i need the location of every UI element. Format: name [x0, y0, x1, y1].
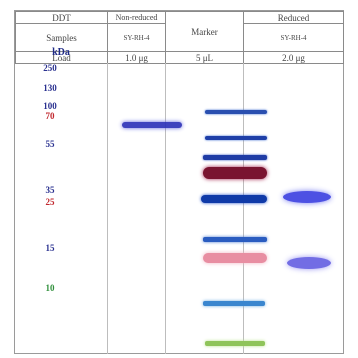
load-nonreduced: 1.0 μg [108, 52, 166, 64]
lane-divider [165, 63, 166, 354]
marker-band-25 [203, 253, 267, 263]
header-row: DDT Non-reduced Marker Reduced [16, 12, 344, 24]
marker-cell: Marker [166, 12, 244, 52]
marker-band-35 [203, 237, 267, 242]
kda-label: kDa [35, 47, 87, 58]
marker-band-100 [203, 155, 267, 160]
marker-band-130 [205, 136, 267, 140]
load-marker: 5 μL [166, 52, 244, 64]
reduced-cell: Reduced [244, 12, 344, 24]
lane-divider [243, 63, 244, 354]
reduced-band-heavy [283, 191, 331, 203]
mw-label-130: 130 [25, 83, 75, 93]
non-reduced-cell: Non-reduced [108, 12, 166, 24]
mw-label-10: 10 [25, 283, 75, 293]
marker-band-15 [203, 301, 265, 306]
marker-band-70 [203, 167, 267, 179]
mw-label-25: 25 [25, 197, 75, 207]
mw-label-15: 15 [25, 243, 75, 253]
nonreduced-band [122, 122, 182, 128]
lane-divider [107, 63, 108, 354]
sample-reduced: SY-RH-4 [244, 24, 344, 52]
mw-label-55: 55 [25, 139, 75, 149]
mw-label-35: 35 [25, 185, 75, 195]
sample-nonreduced: SY-RH-4 [108, 24, 166, 52]
marker-band-10 [205, 341, 265, 346]
marker-band-250 [205, 110, 267, 114]
reduced-band-light [287, 257, 331, 269]
gel-figure: DDT Non-reduced Marker Reduced Samples S… [14, 10, 344, 354]
mw-label-250: 250 [25, 63, 75, 73]
ddt-cell: DDT [16, 12, 108, 24]
mw-label-70: 70 [25, 111, 75, 121]
mw-label-100: 100 [25, 101, 75, 111]
load-reduced: 2.0 μg [244, 52, 344, 64]
marker-band-55 [201, 195, 267, 203]
